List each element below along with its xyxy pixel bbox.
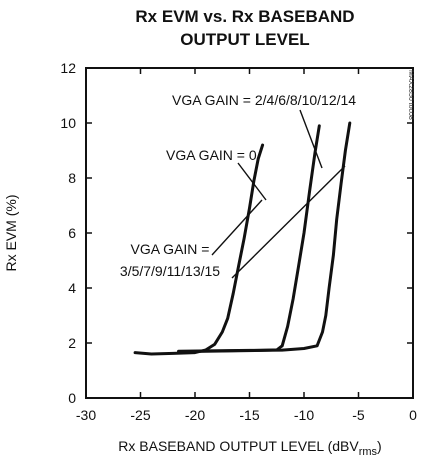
annotation-gain-odd-line1: VGA GAIN =: [131, 241, 210, 257]
x-axis-label-sub: rms: [359, 446, 378, 458]
series-line-3: [177, 121, 352, 353]
arrow-gain-odd-b: [231, 165, 346, 279]
plot-area: -30 -25 -20 -15 -10 -5 0 0 2 4 6 8 10 12 VGA GAIN = …: [60, 60, 417, 423]
x-tick-label: -15: [239, 407, 259, 423]
chart-title-line1: Rx EVM vs. Rx BASEBAND: [135, 7, 354, 26]
y-axis-label: Rx EVM (%): [3, 195, 19, 272]
y-ticks: 0 2 4 6 8 10 12: [60, 60, 413, 406]
annotation-gain-odd-line2: 3/5/7/9/11/13/15: [120, 263, 220, 279]
x-axis-label: Rx BASEBAND OUTPUT LEVEL (dBVrms): [118, 438, 381, 458]
y-tick-label: 8: [68, 170, 76, 186]
y-tick-label: 4: [68, 280, 76, 296]
chart-title-line2: OUTPUT LEVEL: [180, 30, 309, 49]
x-tick-label: -25: [130, 407, 150, 423]
y-tick-label: 2: [68, 335, 76, 351]
plot-frame: [85, 67, 414, 399]
y-tick-label: 12: [60, 60, 76, 76]
figure-id: MAX2850 toc08: [407, 70, 414, 120]
x-tick-label: 0: [409, 407, 417, 423]
x-tick-label: -5: [352, 407, 365, 423]
arrow-gain-even: [299, 109, 323, 169]
x-tick-label: -30: [76, 407, 96, 423]
arrow-gain-odd-a: [211, 199, 263, 256]
series-group: [133, 121, 352, 356]
y-tick-label: 10: [60, 115, 76, 131]
x-axis-label-end: ): [377, 438, 382, 454]
annotation-gain-even: VGA GAIN = 2/4/6/8/10/12/14: [172, 92, 356, 108]
annotation-gain0: VGA GAIN = 0: [166, 147, 257, 163]
x-axis-label-main: Rx BASEBAND OUTPUT LEVEL (dBV: [118, 438, 359, 454]
y-tick-label: 0: [68, 390, 76, 406]
arrow-gain0: [237, 162, 267, 201]
x-tick-label: -20: [185, 407, 205, 423]
x-ticks: -30 -25 -20 -15 -10 -5 0: [76, 68, 417, 423]
y-tick-label: 6: [68, 225, 76, 241]
annotation-arrows: [211, 109, 346, 279]
x-tick-label: -10: [294, 407, 314, 423]
